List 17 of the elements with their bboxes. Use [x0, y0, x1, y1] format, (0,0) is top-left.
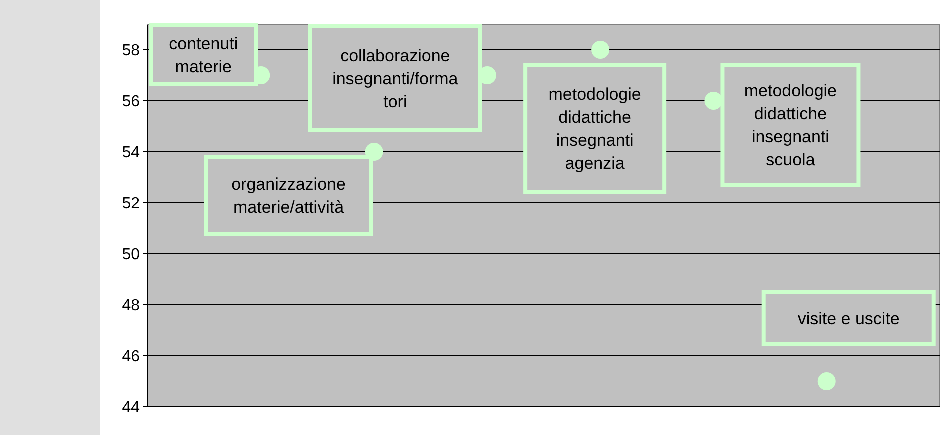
y-tick-label: 56 [122, 94, 140, 111]
y-tick-label: 54 [122, 144, 140, 162]
point [818, 372, 836, 390]
point [592, 41, 610, 59]
y-tick-label: 50 [122, 246, 140, 264]
y-tick-label: 52 [122, 196, 140, 213]
series-label: collaborazione insegnanti/formatori [332, 46, 459, 112]
text: metodologie didattiche insegnanti agenzia [548, 84, 642, 173]
series-label: contenuti materie [169, 34, 238, 76]
text: visite e uscite [798, 309, 900, 328]
y-tick-label: 46 [122, 348, 140, 366]
point [704, 92, 723, 110]
y-tick-label: 48 [122, 298, 140, 315]
y-tick-label: 58 [122, 42, 140, 60]
y-tick-label: 44 [122, 400, 140, 417]
series-label: organizzazione materie/attività [232, 174, 346, 217]
series-label: metodologie didattiche insegnanti scuola [744, 81, 838, 170]
